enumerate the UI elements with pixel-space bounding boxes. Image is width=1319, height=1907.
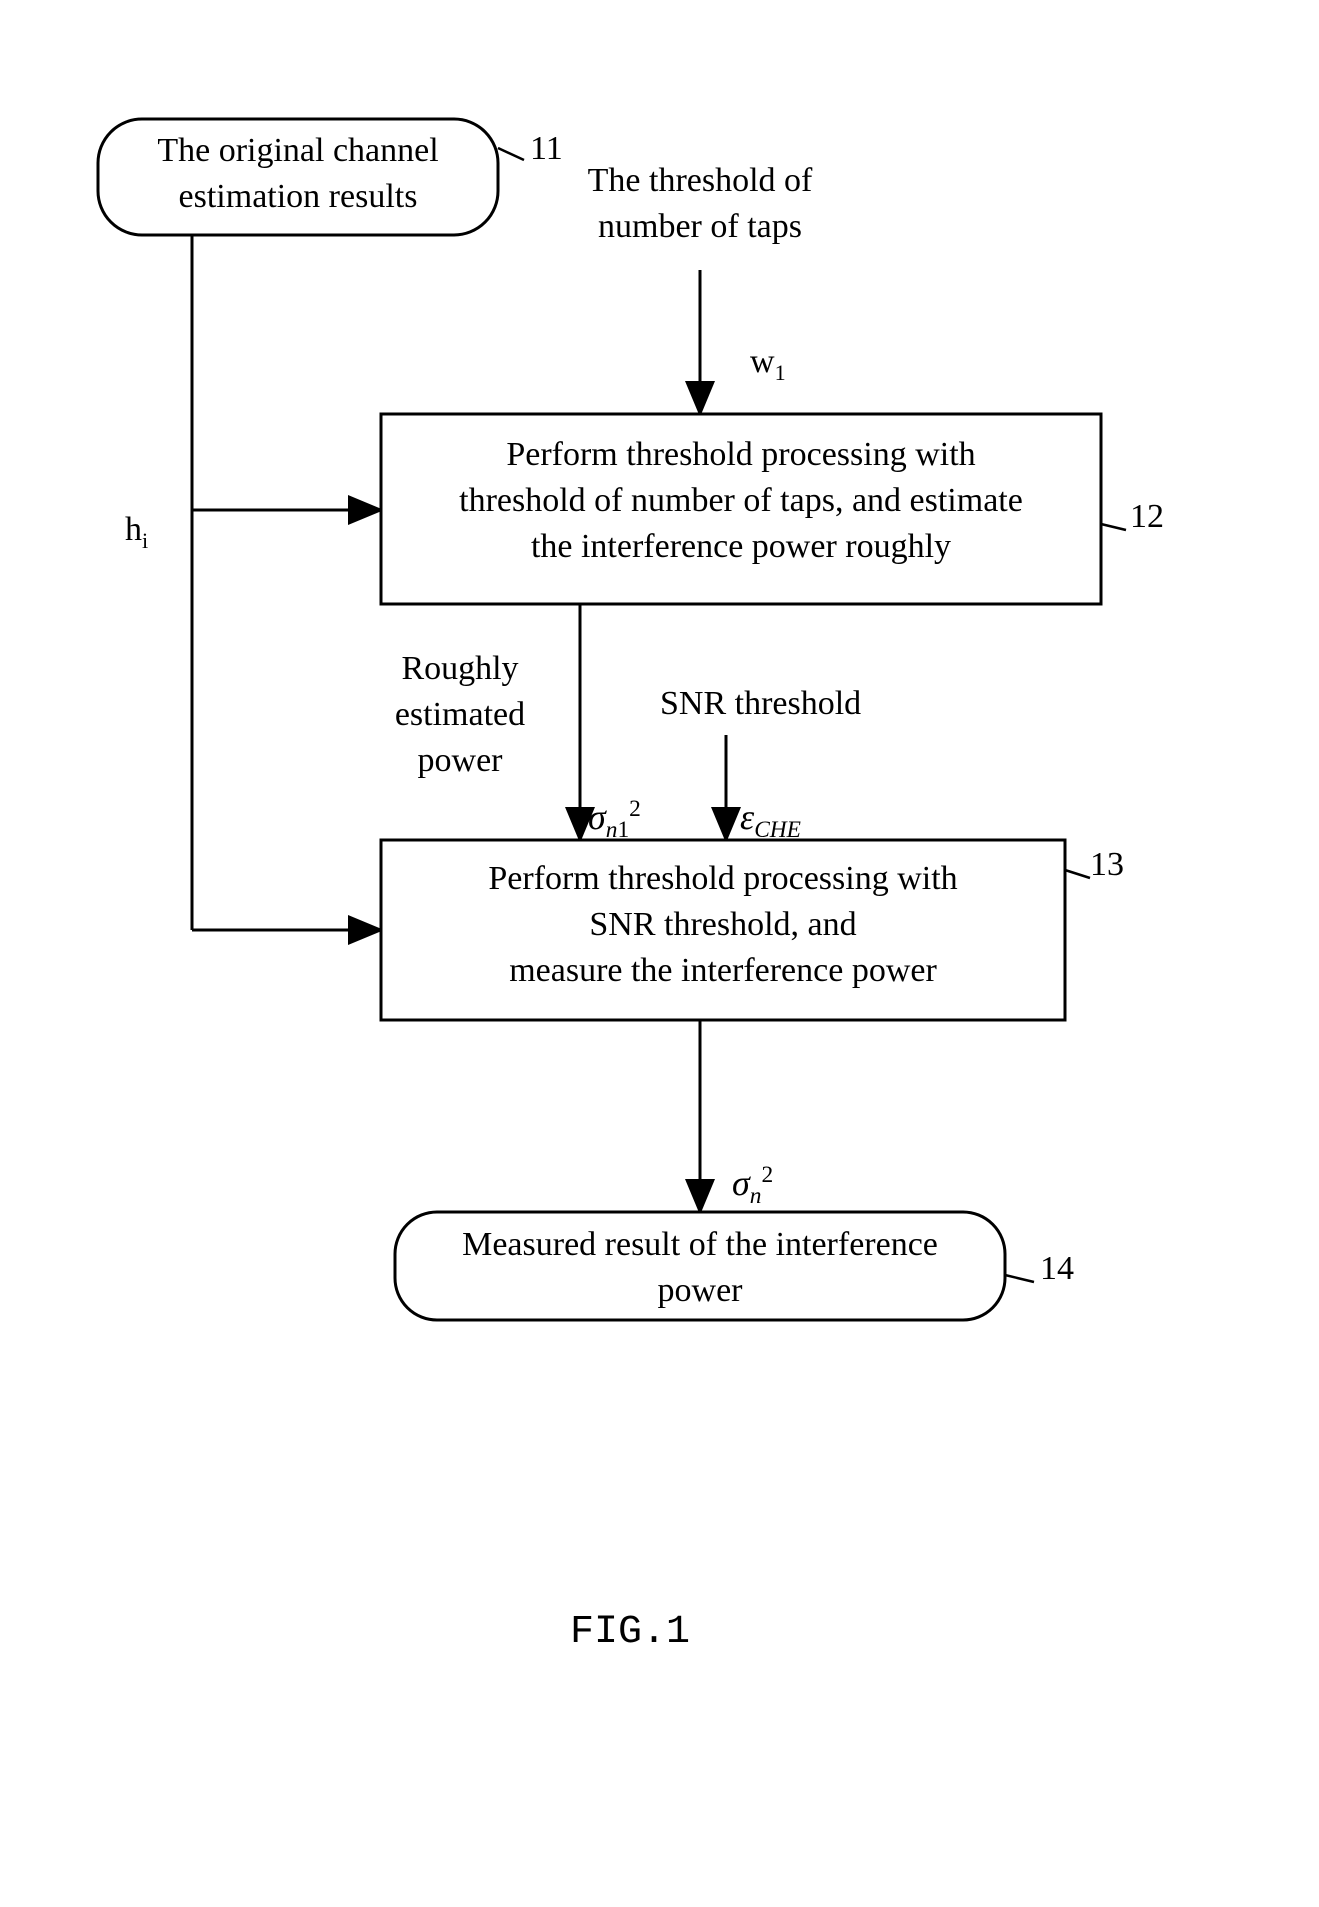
input-taps-threshold: The threshold ofnumber of taps [540, 158, 860, 250]
figure-caption: FIG.1 [570, 1610, 690, 1655]
node-13-text: Perform threshold processing withSNR thr… [381, 856, 1065, 994]
ref-14: 14 [1040, 1250, 1074, 1288]
label-sigma-n1: σn12 [588, 794, 641, 846]
ref-11: 11 [530, 130, 563, 168]
input-snr-threshold: SNR threshold [660, 681, 920, 727]
node-14-text: Measured result of the interferencepower [395, 1222, 1005, 1314]
label-sigma-n: σn2 [732, 1160, 773, 1212]
ref-12: 12 [1130, 498, 1164, 536]
figure-page: The original channelestimation results P… [0, 0, 1319, 1907]
input-rough-power: Roughlyestimatedpower [370, 646, 550, 784]
node-11-text: The original channelestimation results [98, 128, 498, 220]
node-12-text: Perform threshold processing withthresho… [381, 432, 1101, 570]
label-w1: w1 [750, 340, 786, 388]
label-eps-che: εCHE [740, 794, 801, 846]
ref-13: 13 [1090, 846, 1124, 884]
label-hi: hi [125, 508, 148, 556]
